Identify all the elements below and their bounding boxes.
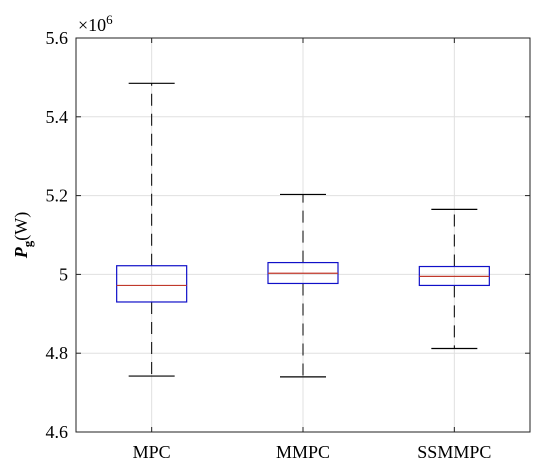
box-ssmmpc — [418, 208, 490, 350]
y-tick-label: 4.8 — [46, 343, 69, 363]
y-axis-label: Pg(W) — [11, 212, 35, 259]
y-tick-label: 5 — [59, 264, 68, 284]
boxes — [116, 82, 490, 378]
x-tick-label: MMPC — [276, 442, 330, 462]
y-tick-label: 4.6 — [46, 422, 69, 442]
y-axis-multiplier-exponent: 6 — [106, 12, 113, 27]
x-tick-label: SSMMPC — [417, 442, 491, 462]
y-axis-ticks: 4.6 4.8 5 5.2 5.4 5.6 — [46, 28, 530, 442]
x-axis-tick-labels: MPC MMPC SSMMPC — [133, 442, 492, 462]
y-tick-label: 5.6 — [46, 28, 69, 48]
iqr-box — [116, 265, 188, 303]
box-mpc — [116, 82, 188, 377]
y-tick-label: 5.2 — [46, 186, 69, 206]
y-axis-multiplier: ×106 — [78, 12, 113, 35]
y-tick-label: 5.4 — [46, 107, 69, 127]
x-tick-label: MPC — [133, 442, 171, 462]
box-mmpc — [267, 193, 339, 378]
